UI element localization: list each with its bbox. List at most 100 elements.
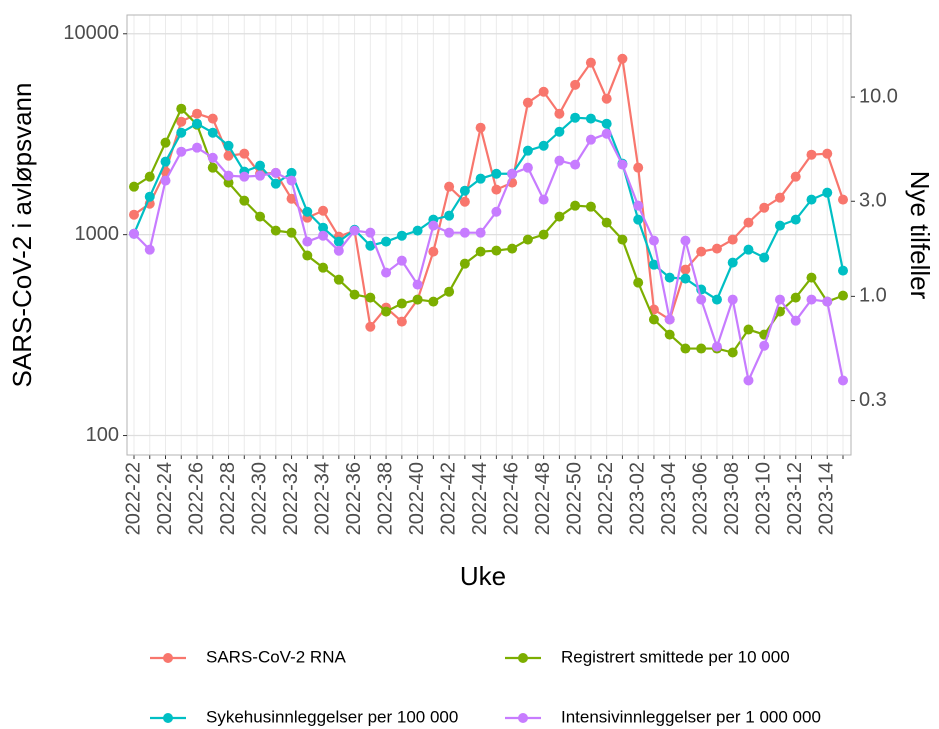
- data-point: [286, 167, 297, 178]
- data-point: [585, 201, 596, 212]
- data-point: [396, 298, 407, 309]
- data-point: [129, 228, 139, 239]
- data-point: [664, 314, 675, 325]
- data-point: [711, 294, 722, 305]
- data-point: [727, 234, 738, 245]
- legend-item: Intensivinnleggelser per 1 000 000: [505, 707, 821, 726]
- legend-item: Sykehusinnleggelser per 100 000: [150, 707, 458, 726]
- data-point: [333, 236, 344, 247]
- data-point: [806, 194, 817, 205]
- data-point: [538, 194, 549, 205]
- data-point: [459, 196, 470, 207]
- data-point: [270, 167, 281, 178]
- x-tick-label: 2022-22: [122, 462, 144, 535]
- data-point: [554, 108, 565, 119]
- data-point: [522, 145, 533, 156]
- data-point: [570, 200, 581, 211]
- data-point: [790, 292, 801, 303]
- data-point: [680, 343, 691, 354]
- legend-dot: [518, 713, 528, 723]
- data-point: [270, 225, 281, 236]
- data-point: [192, 142, 203, 153]
- data-point: [223, 170, 234, 181]
- data-point: [601, 118, 612, 129]
- data-point: [428, 220, 439, 231]
- data-point: [160, 137, 171, 148]
- data-point: [144, 191, 155, 202]
- data-point: [223, 140, 234, 151]
- data-point: [743, 217, 754, 228]
- y-axis-title: SARS-CoV-2 i avløpsvann: [7, 83, 37, 388]
- data-point: [838, 375, 848, 386]
- series-line: [132, 116, 845, 302]
- data-point: [396, 255, 407, 266]
- data-point: [349, 225, 360, 236]
- data-point: [570, 159, 581, 170]
- legend-dot: [163, 653, 173, 663]
- legend-label: Sykehusinnleggelser per 100 000: [206, 707, 458, 726]
- data-point: [601, 93, 612, 104]
- data-point: [475, 173, 486, 184]
- legend-label: SARS-CoV-2 RNA: [206, 647, 346, 666]
- data-point: [349, 289, 360, 300]
- data-point: [759, 252, 770, 263]
- y2-axis-title: Nye tilfeller: [905, 171, 935, 300]
- x-tick-label: 2022-50: [563, 462, 585, 535]
- data-point: [270, 178, 281, 189]
- data-point: [680, 235, 691, 246]
- data-point: [365, 240, 376, 251]
- data-point: [727, 347, 738, 358]
- data-point: [491, 206, 502, 217]
- data-point: [176, 116, 187, 127]
- data-point: [617, 53, 628, 64]
- data-point: [176, 127, 187, 138]
- data-point: [554, 126, 565, 137]
- data-point: [365, 321, 376, 332]
- data-point: [459, 227, 470, 238]
- data-point: [538, 140, 549, 151]
- data-point: [160, 156, 171, 167]
- data-point: [444, 181, 455, 192]
- marks: [129, 53, 848, 386]
- data-point: [696, 246, 707, 257]
- data-point: [680, 264, 691, 275]
- data-point: [554, 155, 565, 166]
- x-tick-label: 2022-40: [406, 462, 428, 535]
- data-point: [428, 296, 439, 307]
- y2-tick-label: 0.3: [859, 389, 887, 411]
- series-line: [133, 54, 845, 330]
- data-point: [743, 324, 754, 335]
- data-point: [617, 159, 628, 170]
- data-point: [318, 230, 329, 241]
- data-point: [286, 193, 297, 204]
- data-point: [790, 214, 801, 225]
- data-point: [727, 294, 738, 305]
- data-point: [302, 206, 313, 217]
- x-tick-label: 2022-42: [437, 462, 459, 535]
- x-tick-label: 2023-12: [784, 462, 806, 535]
- legend-label: Registrert smittede per 10 000: [561, 647, 790, 666]
- data-point: [648, 259, 659, 270]
- data-point: [838, 194, 848, 205]
- data-point: [491, 245, 502, 256]
- data-point: [585, 134, 596, 145]
- data-point: [838, 290, 848, 301]
- legend-item: SARS-CoV-2 RNA: [150, 647, 346, 666]
- data-point: [459, 185, 470, 196]
- x-tick-label: 2022-52: [595, 462, 617, 535]
- data-point: [727, 257, 738, 268]
- data-point: [223, 150, 234, 161]
- data-point: [522, 97, 533, 108]
- data-point: [522, 162, 533, 173]
- data-point: [711, 341, 722, 352]
- data-point: [333, 274, 344, 285]
- data-point: [396, 230, 407, 241]
- data-point: [790, 315, 801, 326]
- legend-label: Intensivinnleggelser per 1 000 000: [561, 707, 821, 726]
- series-line: [133, 132, 845, 385]
- data-point: [428, 246, 439, 257]
- data-point: [444, 210, 455, 221]
- x-tick-label: 2022-30: [248, 462, 270, 535]
- data-point: [838, 265, 848, 276]
- y-tick-label: 1000: [75, 223, 120, 245]
